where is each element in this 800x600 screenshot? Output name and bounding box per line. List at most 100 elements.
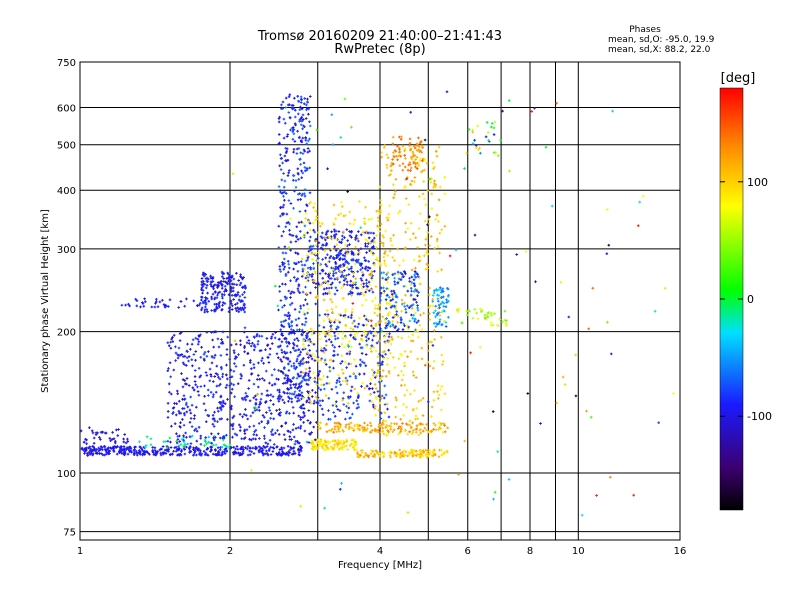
data-point xyxy=(295,152,299,155)
data-point xyxy=(275,409,278,412)
data-point xyxy=(163,448,167,452)
data-point xyxy=(379,378,382,382)
data-point xyxy=(388,371,391,375)
data-point xyxy=(242,413,246,416)
data-point xyxy=(246,417,249,421)
data-point xyxy=(379,292,383,295)
data-point xyxy=(252,366,256,369)
data-point xyxy=(427,400,430,403)
data-point xyxy=(403,301,406,305)
data-point xyxy=(432,366,435,370)
data-point xyxy=(439,336,443,339)
data-point xyxy=(287,246,291,249)
data-point xyxy=(273,336,277,340)
data-point xyxy=(419,449,422,453)
data-point xyxy=(235,433,239,437)
data-point xyxy=(336,379,339,382)
data-point xyxy=(304,378,308,382)
data-point xyxy=(252,452,256,455)
data-point xyxy=(480,309,484,312)
data-point xyxy=(255,408,259,411)
data-point xyxy=(308,349,311,352)
data-point xyxy=(118,446,122,449)
data-point xyxy=(354,335,357,339)
data-point xyxy=(309,235,312,239)
data-point xyxy=(386,281,389,284)
data-point xyxy=(418,255,421,258)
data-point xyxy=(428,312,431,315)
data-point xyxy=(263,416,266,419)
data-point xyxy=(325,264,329,268)
data-point xyxy=(375,450,378,453)
data-point xyxy=(362,372,366,376)
data-point xyxy=(437,145,441,149)
data-point xyxy=(281,450,284,453)
data-point xyxy=(378,230,381,233)
data-point xyxy=(297,453,301,456)
data-point xyxy=(297,448,301,452)
data-point xyxy=(304,276,308,280)
data-point xyxy=(278,268,282,271)
data-point xyxy=(347,427,351,431)
data-point xyxy=(342,445,346,448)
data-point xyxy=(379,211,382,214)
data-point xyxy=(332,274,335,277)
data-point xyxy=(283,179,287,183)
data-point xyxy=(335,267,338,270)
data-point xyxy=(223,290,226,293)
data-point xyxy=(409,221,413,225)
data-point xyxy=(346,239,349,242)
data-point xyxy=(382,455,385,459)
data-point xyxy=(369,424,373,428)
x-tick-label: 4 xyxy=(377,546,383,557)
data-point xyxy=(363,421,366,425)
data-point xyxy=(302,221,305,225)
data-point xyxy=(278,189,282,192)
data-point xyxy=(298,291,301,294)
data-point xyxy=(371,374,375,377)
data-point xyxy=(305,292,308,295)
data-point xyxy=(275,445,278,449)
data-point xyxy=(280,448,284,451)
data-point xyxy=(286,391,289,395)
data-point xyxy=(420,455,423,458)
data-point xyxy=(229,368,233,372)
data-point xyxy=(359,268,362,272)
data-point xyxy=(299,117,303,120)
data-point xyxy=(555,401,559,405)
data-point xyxy=(388,204,391,207)
data-point xyxy=(209,274,212,278)
data-point xyxy=(201,284,205,288)
data-point xyxy=(307,374,310,377)
data-point xyxy=(414,266,417,270)
data-point xyxy=(304,320,308,324)
data-point xyxy=(299,416,302,419)
data-point xyxy=(354,253,357,256)
data-point xyxy=(212,287,215,291)
data-point xyxy=(312,331,316,335)
data-point xyxy=(319,404,322,407)
data-point xyxy=(340,360,344,363)
data-point xyxy=(432,422,436,425)
data-point xyxy=(214,443,218,447)
data-point xyxy=(434,423,437,427)
data-point xyxy=(442,305,446,308)
data-point xyxy=(406,304,409,308)
data-point xyxy=(340,200,343,204)
data-point xyxy=(233,294,236,297)
data-point xyxy=(336,332,340,336)
data-point xyxy=(399,278,403,281)
data-point xyxy=(362,282,365,285)
data-point xyxy=(425,428,428,432)
data-point xyxy=(169,346,173,350)
data-point xyxy=(297,414,300,418)
data-point xyxy=(156,305,160,308)
data-point xyxy=(410,268,414,272)
data-point xyxy=(221,340,224,344)
data-point xyxy=(411,150,415,154)
data-point xyxy=(216,306,219,310)
data-point xyxy=(218,377,222,381)
data-point xyxy=(307,356,310,359)
data-point xyxy=(403,449,406,452)
data-point xyxy=(358,316,361,320)
